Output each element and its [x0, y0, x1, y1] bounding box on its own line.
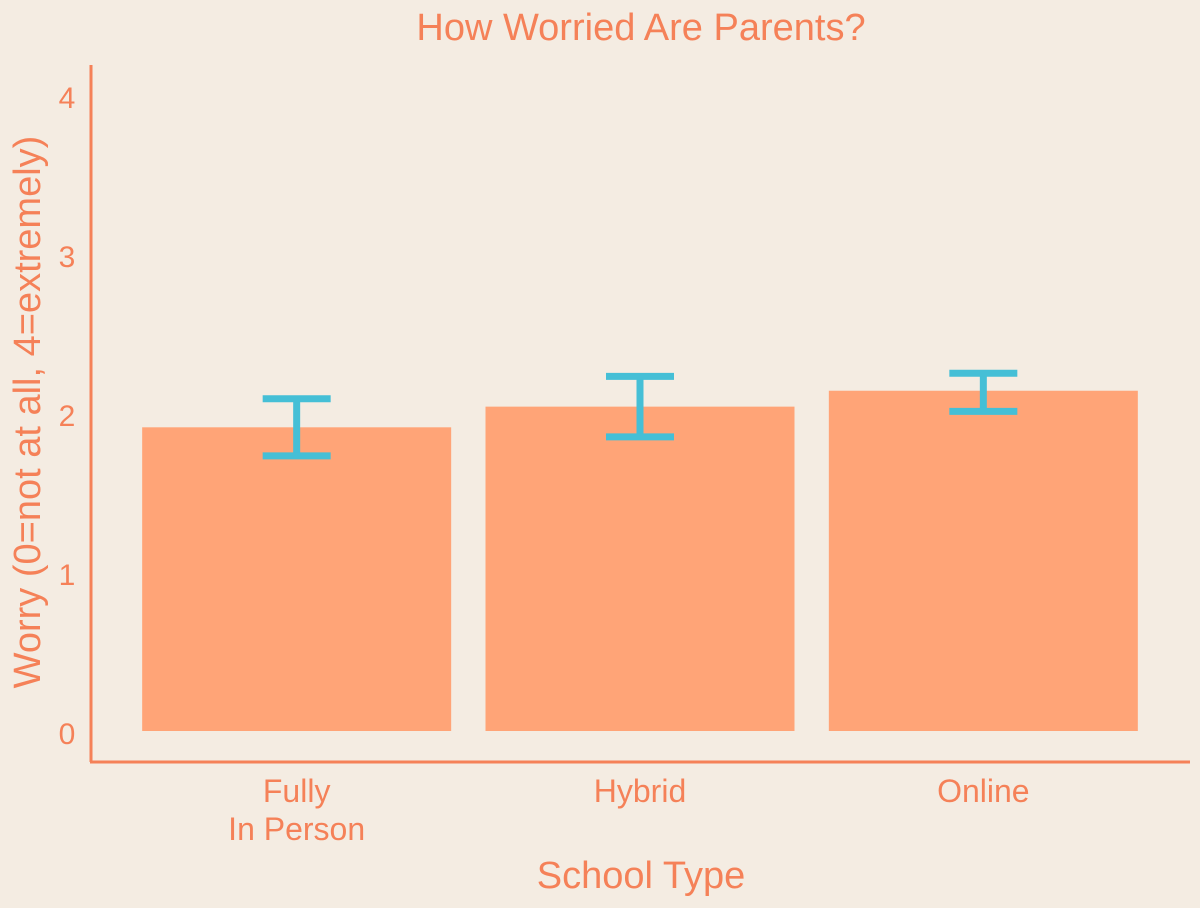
y-tick-label: 0 — [59, 718, 76, 751]
x-tick-label-line: In Person — [228, 811, 365, 847]
y-tick-label: 4 — [59, 82, 76, 115]
x-tick-label: Hybrid — [594, 773, 686, 809]
y-tick-labels: 0 1 2 3 4 — [59, 82, 76, 751]
bar — [485, 406, 795, 731]
error-bars — [262, 369, 1018, 460]
error-bar — [262, 395, 331, 460]
y-tick-label: 3 — [59, 241, 76, 274]
x-axis-label: School Type — [537, 855, 745, 897]
y-tick-label: 2 — [59, 400, 76, 433]
x-tick-label-line: Fully — [263, 773, 331, 809]
x-tick-label-line: Hybrid — [594, 773, 686, 809]
x-tick-label-line: Online — [937, 773, 1030, 809]
x-tick-label: Online — [937, 773, 1030, 809]
x-tick-labels: Fully In Person Hybrid Online — [228, 773, 1029, 847]
y-tick-label: 1 — [59, 559, 76, 592]
bars — [142, 390, 1138, 731]
x-tick-label: Fully In Person — [228, 773, 365, 847]
bar — [142, 427, 452, 731]
bar — [828, 390, 1138, 731]
chart-title: How Worried Are Parents? — [416, 7, 865, 49]
error-bar — [949, 369, 1018, 415]
y-axis-label: Worry (0=not at all, 4=extremely) — [7, 136, 49, 689]
error-bar — [606, 372, 674, 441]
